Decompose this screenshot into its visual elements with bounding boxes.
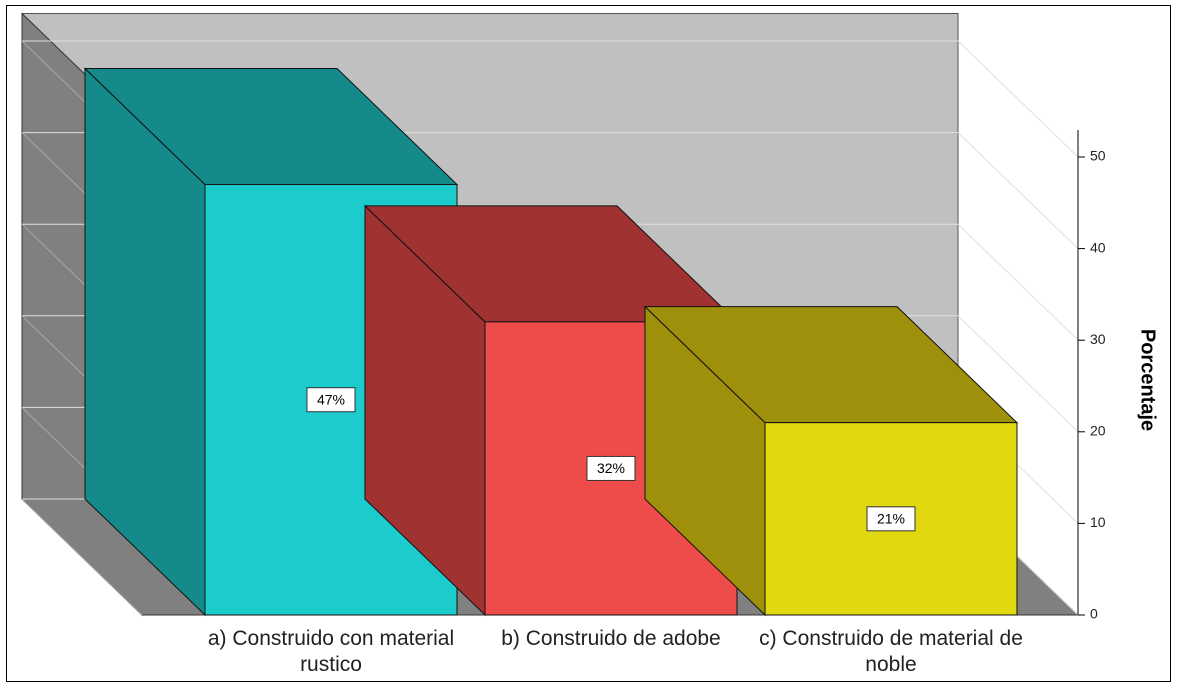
x-tick-label: a) Construido con material rustico [207, 627, 455, 676]
y-axis-label: Porcentaje [1137, 329, 1159, 431]
value-label-box [586, 455, 636, 481]
value-label: 21% [877, 511, 905, 527]
grid-line [22, 40, 1079, 158]
value-label-box [866, 506, 916, 532]
y-tick-label: 20 [1090, 423, 1106, 439]
y-tick-label: 30 [1090, 331, 1106, 347]
y-tick-label: 0 [1090, 606, 1098, 622]
x-tick-label: b) Construido de adobe [501, 627, 721, 650]
value-label: 47% [317, 391, 345, 407]
y-tick-label: 40 [1090, 239, 1106, 255]
value-label: 32% [597, 460, 625, 476]
frame [6, 5, 1171, 682]
grid-line [21, 498, 143, 616]
y-tick-label: 10 [1090, 514, 1106, 530]
value-label-box [306, 387, 356, 413]
y-tick-label: 50 [1090, 148, 1106, 164]
x-tick-label: c) Construido de material de noble [759, 627, 1023, 676]
